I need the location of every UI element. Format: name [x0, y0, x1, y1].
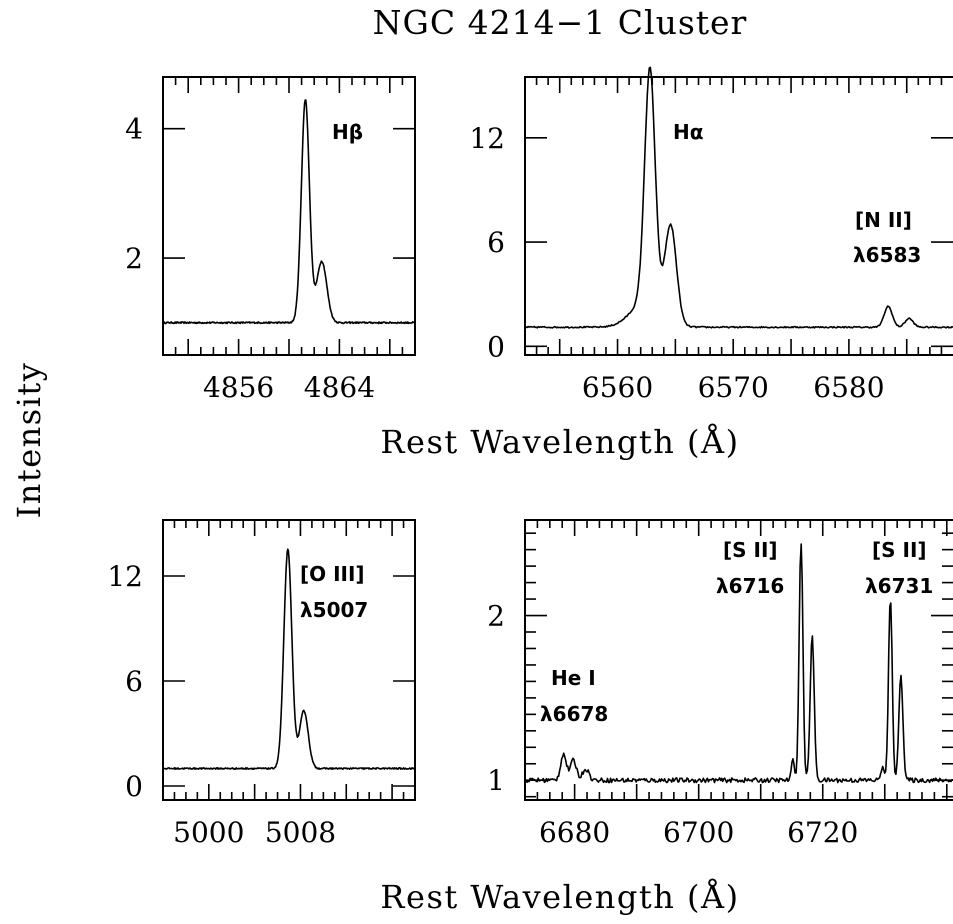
panel-hbeta: 4856 4864 2 4	[125, 76, 416, 404]
panel-oiii: 5000 5008 0 6 12	[107, 519, 416, 849]
y-tick-label: 1	[487, 764, 505, 797]
annotation-hei-wavelength: λ6678	[540, 702, 608, 726]
y-tick-label: 0	[125, 770, 143, 803]
x-axis-label-top: Rest Wavelength (Å)	[380, 423, 739, 461]
spectrum-line	[524, 66, 953, 329]
x-tick-label: 6570	[698, 371, 769, 404]
annotation-oiii-label: [O III]	[300, 562, 365, 586]
x-tick-label: 6680	[539, 816, 610, 849]
annotation-sii-6716-label: [S II]	[723, 538, 778, 562]
figure-title: NGC 4214−1 Cluster	[373, 3, 748, 42]
annotation-sii-6731-wavelength: λ6731	[865, 574, 933, 598]
x-axis-label-bottom: Rest Wavelength (Å)	[380, 878, 739, 916]
y-axis-label: Intensity	[10, 362, 48, 519]
spectrum-line	[162, 548, 416, 770]
x-tick-label: 6720	[787, 816, 858, 849]
annotation-oiii-wavelength: λ5007	[300, 598, 368, 622]
y-tick-label: 0	[487, 330, 505, 363]
plot-frame	[524, 519, 953, 801]
annotation-sii-6716-wavelength: λ6716	[716, 574, 784, 598]
y-tick-label: 12	[469, 122, 505, 155]
annotation-nii-label: [N II]	[855, 208, 912, 232]
panel-sii: 6680 6700 6720 1 2	[487, 519, 953, 849]
x-tick-label: 4856	[203, 371, 274, 404]
x-tick-label: 5008	[265, 816, 336, 849]
y-tick-label: 12	[107, 560, 143, 593]
annotation-halpha: Hα	[673, 120, 703, 144]
y-tick-label: 4	[125, 113, 143, 146]
annotation-nii-wavelength: λ6583	[853, 243, 921, 267]
x-tick-label: 6560	[582, 371, 653, 404]
y-tick-label: 2	[487, 600, 505, 633]
annotation-hbeta: Hβ	[332, 120, 363, 144]
plot-frame	[162, 76, 416, 356]
plot-frame	[524, 76, 953, 356]
x-tick-label: 6700	[663, 816, 734, 849]
y-tick-label: 6	[125, 665, 143, 698]
panel-halpha: 6560 6570 6580 0 6 12	[469, 66, 953, 404]
annotation-sii-6731-label: [S II]	[872, 538, 927, 562]
spectrum-line	[524, 543, 953, 784]
y-tick-label: 6	[487, 226, 505, 259]
x-tick-label: 5000	[173, 816, 244, 849]
y-tick-label: 2	[125, 242, 143, 275]
spectrum-line	[162, 99, 416, 325]
x-tick-label: 4864	[304, 371, 375, 404]
x-tick-label: 6580	[813, 371, 884, 404]
annotation-hei-label: He I	[551, 666, 596, 690]
